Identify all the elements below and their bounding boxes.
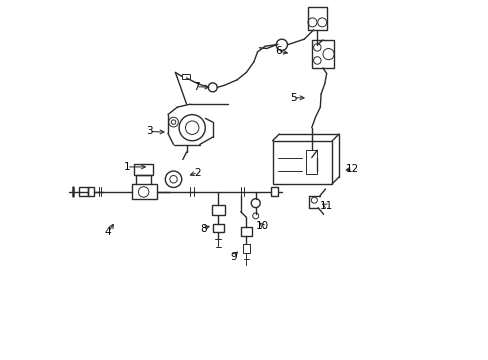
Bar <box>134 164 153 175</box>
Bar <box>305 150 317 174</box>
Text: 8: 8 <box>200 224 206 234</box>
Bar <box>79 188 87 197</box>
Bar <box>270 188 278 197</box>
Text: 12: 12 <box>346 164 359 174</box>
Text: 11: 11 <box>320 201 333 211</box>
Text: 6: 6 <box>274 46 281 56</box>
Bar <box>311 40 333 68</box>
Text: 2: 2 <box>194 167 201 177</box>
Text: 3: 3 <box>145 126 152 136</box>
Bar <box>242 244 249 253</box>
Text: 5: 5 <box>289 93 296 103</box>
Bar <box>307 8 326 30</box>
Text: 7: 7 <box>192 82 199 91</box>
Text: 1: 1 <box>123 162 130 172</box>
Bar <box>213 224 223 232</box>
Bar <box>272 141 332 184</box>
Text: 9: 9 <box>229 252 236 262</box>
Bar <box>132 184 156 199</box>
Bar <box>211 205 224 216</box>
Bar <box>182 74 189 79</box>
Bar <box>240 227 251 236</box>
Text: 4: 4 <box>104 227 111 237</box>
Text: 10: 10 <box>255 221 268 230</box>
Bar <box>87 188 94 197</box>
